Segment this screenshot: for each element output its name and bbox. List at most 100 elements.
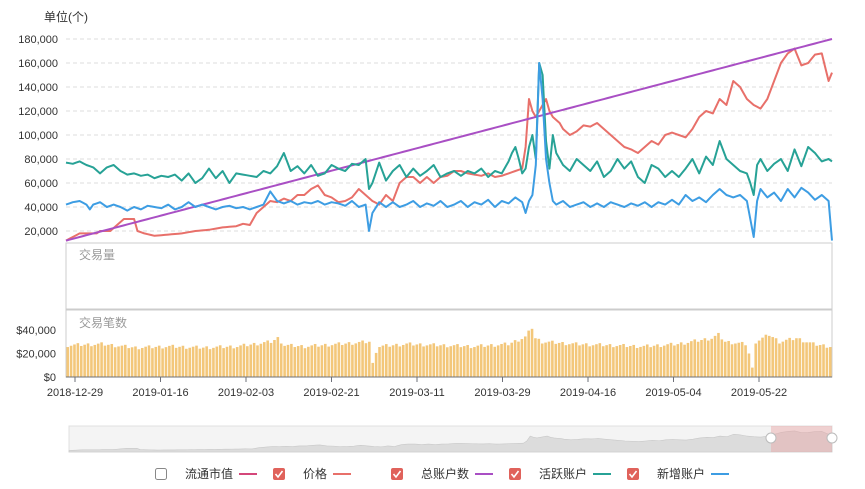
transactions-bar xyxy=(625,347,629,377)
transactions-bar xyxy=(642,345,646,377)
transactions-bar xyxy=(242,343,246,377)
transactions-bar xyxy=(113,347,117,377)
transactions-bar xyxy=(168,345,171,377)
transactions-bar xyxy=(127,348,130,377)
x-tick-label: 2019-05-22 xyxy=(731,387,787,399)
transactions-bar xyxy=(720,339,724,377)
transactions-bar xyxy=(517,341,520,377)
transactions-bar xyxy=(432,343,436,377)
series-line-price xyxy=(65,47,833,242)
transactions-bar xyxy=(815,345,819,377)
transactions-bar xyxy=(510,342,513,377)
transactions-bar xyxy=(408,342,412,377)
legend-label: 活跃账户 xyxy=(539,466,587,481)
transactions-bar xyxy=(571,343,575,377)
transactions-bar xyxy=(364,343,368,377)
transactions-bar xyxy=(337,342,341,377)
transactions-bar xyxy=(537,338,541,377)
transactions-bar xyxy=(164,347,168,377)
transactions-bar xyxy=(378,347,381,377)
zoom-handle-left[interactable] xyxy=(765,432,777,444)
transactions-bar xyxy=(93,344,97,377)
transactions-bar xyxy=(598,343,602,377)
transactions-bar xyxy=(239,345,242,377)
transactions-bar xyxy=(656,344,659,377)
transactions-bar xyxy=(479,344,483,377)
transactions-bar xyxy=(601,346,605,377)
transactions-bar xyxy=(798,338,802,377)
transactions-bar xyxy=(323,343,327,377)
volume-panel-title: 交易量 xyxy=(79,247,115,262)
check-icon xyxy=(510,470,520,479)
series-line-new xyxy=(65,62,833,241)
transactions-bar xyxy=(588,346,591,377)
legend-checkbox-checked[interactable] xyxy=(627,468,639,480)
volume-panel xyxy=(65,242,833,310)
legend-item[interactable]: 流通市值 xyxy=(155,466,258,481)
transactions-bar xyxy=(354,343,358,377)
transactions-bar xyxy=(781,341,785,377)
transactions-bar xyxy=(425,345,429,377)
transactions-bar xyxy=(103,345,107,377)
transactions-bar xyxy=(751,367,754,377)
transactions-bar xyxy=(218,345,222,377)
legend-checkbox-unchecked[interactable] xyxy=(155,468,167,480)
transactions-panel xyxy=(65,309,833,378)
transactions-bar xyxy=(266,340,269,377)
legend-item[interactable]: 新增账户 xyxy=(627,466,729,481)
data-zoom-slider[interactable] xyxy=(68,425,838,453)
transactions-bar xyxy=(151,348,154,377)
transactions-bar xyxy=(754,343,758,377)
transactions-bar xyxy=(185,348,188,377)
transactions-bar xyxy=(371,362,375,377)
transactions-bar xyxy=(120,345,124,377)
transactions-bar xyxy=(696,341,700,377)
transactions-bar xyxy=(327,346,330,377)
transactions-bar xyxy=(357,341,361,377)
legend-item[interactable]: 总账户数 xyxy=(391,466,493,481)
transactions-bar xyxy=(737,342,741,377)
transactions-bar xyxy=(405,343,408,377)
transactions-y-tick-label: $40,000 xyxy=(16,325,56,337)
transactions-bar xyxy=(605,345,608,377)
transactions-bar xyxy=(300,345,303,377)
transactions-bar xyxy=(669,342,673,377)
transactions-bar xyxy=(615,346,619,377)
transactions-bar xyxy=(778,343,781,377)
legend-label: 价格 xyxy=(303,466,327,481)
y-tick-label: 140,000 xyxy=(18,82,58,94)
y-tick-label: 40,000 xyxy=(24,202,58,214)
transactions-bar xyxy=(703,338,707,377)
transactions-bar xyxy=(347,342,351,377)
transactions-bar xyxy=(303,348,307,377)
y-tick-label: 20,000 xyxy=(24,226,58,238)
transactions-bar xyxy=(140,347,144,377)
legend-checkbox-checked[interactable] xyxy=(391,468,403,480)
legend-label: 流通市值 xyxy=(185,466,233,481)
transactions-y-tick-labels: $40,000 $20,000 $0 xyxy=(16,325,56,384)
transactions-bar xyxy=(422,346,425,377)
transactions-bar xyxy=(666,344,669,377)
transactions-bar xyxy=(673,345,676,377)
legend-item[interactable]: 活跃账户 xyxy=(509,466,611,481)
transactions-bar xyxy=(222,348,225,377)
transactions-bar xyxy=(595,344,598,377)
transactions-bar xyxy=(296,346,300,377)
transactions-panel-title: 交易笔数 xyxy=(79,315,127,330)
legend-checkbox-checked[interactable] xyxy=(273,468,285,480)
legend-checkbox-checked[interactable] xyxy=(509,468,521,480)
zoom-selected-window[interactable] xyxy=(770,426,832,452)
transactions-bar xyxy=(710,338,713,377)
y-tick-label: 120,000 xyxy=(18,106,58,118)
zoom-handle-right[interactable] xyxy=(826,432,838,444)
x-tick-label: 2019-04-16 xyxy=(560,387,616,399)
transactions-y-tick-label: $20,000 xyxy=(16,349,56,361)
transactions-bar xyxy=(90,346,93,377)
check-icon xyxy=(274,470,284,479)
series-line-active xyxy=(65,62,833,196)
x-tick-label: 2018-12-29 xyxy=(47,387,103,399)
legend-item[interactable]: 价格 xyxy=(273,466,351,481)
transactions-bar xyxy=(79,345,83,377)
transactions-y-tick-label: $0 xyxy=(44,372,56,384)
transactions-bar xyxy=(764,334,768,377)
